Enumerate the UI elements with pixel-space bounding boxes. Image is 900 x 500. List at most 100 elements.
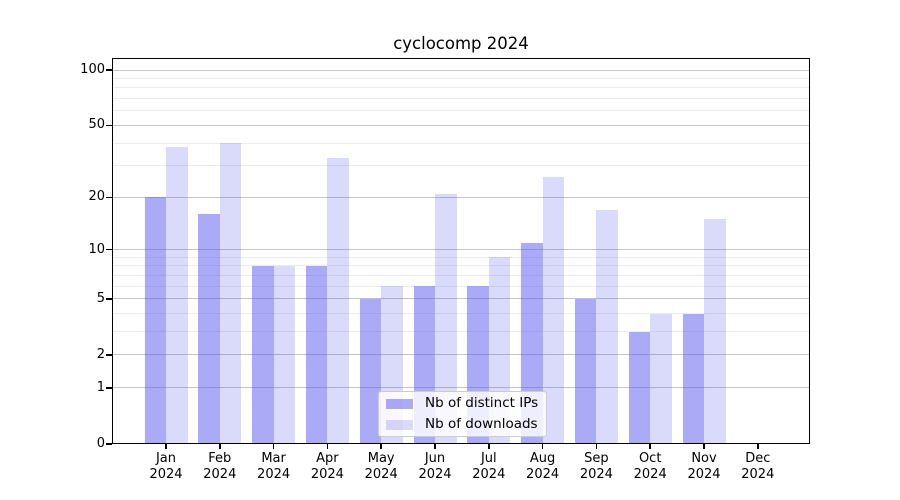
xtick-mark-feb [219,444,221,449]
gridline-major-20 [113,196,809,198]
ytick-mark-2 [106,354,112,356]
xtick-label-sep: Sep 2024 [566,451,626,482]
xtick-month-sep: Sep [584,451,609,466]
gridline-minor-4 [113,313,809,315]
xtick-mark-oct [649,444,651,449]
ytick-label-50: 50 [88,117,105,133]
xtick-mark-apr [326,444,329,449]
xtick-month-may: May [367,451,395,466]
xtick-label-may: May 2024 [351,451,411,482]
legend-label-downloads: Nb of downloads [425,416,538,432]
gridline-minor-30 [113,165,809,167]
xtick-year-jul: 2024 [472,466,506,482]
xtick-label-mar: Mar 2024 [244,451,304,482]
bar-downloads-aug [542,176,565,444]
xtick-month-jul: Jul [480,451,497,466]
xtick-mark-jan [165,444,167,449]
bar-ips-oct [628,331,651,444]
xtick-mark-sep [595,444,598,449]
xtick-mark-nov [703,444,705,449]
bar-ips-may [359,298,382,444]
gridline-major-1 [113,387,809,389]
bar-ips-jan [144,197,166,444]
ytick-label-100: 100 [80,62,105,77]
xtick-month-jan: Jan [155,451,177,466]
xtick-year-sep: 2024 [579,466,613,482]
bar-downloads-apr [327,158,349,444]
legend-swatch-distinct-ips [386,398,413,409]
xtick-label-apr: Apr 2024 [297,451,357,482]
xtick-year-feb: 2024 [203,466,237,482]
gridline-minor-9 [113,256,809,258]
chart-title: cyclocomp 2024 [393,34,529,53]
gridline-major-10 [113,249,809,251]
gridline-minor-7 [113,274,809,276]
legend-item-downloads: Nb of downloads [379,415,546,434]
xtick-mark-jun [434,444,436,449]
xtick-year-nov: 2024 [687,466,721,482]
xtick-year-jun: 2024 [418,466,452,482]
xtick-label-dec: Dec 2024 [728,451,788,482]
xtick-label-nov: Nov 2024 [674,451,734,482]
xtick-year-jan: 2024 [149,466,183,482]
bar-ips-sep [574,298,597,444]
legend-item-distinct-ips: Nb of distinct IPs [379,394,546,413]
xtick-label-feb: Feb 2024 [190,451,250,482]
ytick-label-10: 10 [88,241,105,257]
ytick-label-2: 2 [96,346,105,362]
bar-downloads-feb [219,143,242,444]
bar-downloads-jun [435,193,457,444]
ytick-label-5: 5 [96,290,105,306]
bar-ips-apr [305,265,328,444]
xtick-year-apr: 2024 [310,466,344,482]
xtick-mark-may [380,444,382,449]
bar-downloads-mar [273,265,296,444]
ytick-mark-10 [106,248,112,251]
xtick-year-may: 2024 [364,466,398,482]
ytick-mark-0 [106,443,112,445]
xtick-label-jun: Jun 2024 [405,451,465,482]
gridline-major-50 [113,124,809,126]
xtick-year-dec: 2024 [741,466,775,482]
xtick-label-jul: Jul 2024 [459,451,519,482]
legend-label-distinct-ips: Nb of distinct IPs [425,395,539,411]
xtick-mark-dec [757,444,759,449]
xtick-year-aug: 2024 [526,466,560,482]
gridline-minor-90 [113,77,809,79]
bar-downloads-sep [596,209,618,444]
xtick-label-aug: Aug 2024 [513,451,573,482]
ytick-mark-1 [106,387,112,389]
gridline-major-2 [113,354,809,356]
xtick-year-mar: 2024 [257,466,291,482]
xtick-month-jun: Jun [424,451,446,466]
xtick-month-apr: Apr [316,451,339,466]
xtick-month-oct: Oct [638,451,662,466]
bar-downloads-nov [704,219,726,444]
gridline-minor-70 [113,98,809,100]
ytick-label-1: 1 [96,379,105,395]
bar-ips-mar [252,265,274,444]
xtick-label-jan: Jan 2024 [136,451,196,482]
gridline-minor-60 [113,110,809,112]
gridline-minor-6 [113,285,809,287]
xtick-mark-mar [272,444,275,449]
ytick-mark-50 [106,124,112,127]
xtick-month-feb: Feb [208,451,232,466]
gridline-minor-3 [113,331,809,333]
bar-ips-feb [198,214,220,444]
gridline-minor-40 [113,142,809,144]
xtick-mark-jul [488,444,490,449]
xtick-month-mar: Mar [261,451,286,466]
xtick-label-oct: Oct 2024 [620,451,680,482]
gridline-minor-8 [113,265,809,267]
bar-downloads-oct [650,313,672,444]
ytick-mark-100 [106,69,112,71]
bar-ips-nov [682,313,704,444]
xtick-month-nov: Nov [691,451,717,466]
gridline-minor-80 [113,87,809,89]
ytick-mark-5 [106,298,112,300]
xtick-month-dec: Dec [745,451,771,466]
gridline-major-100 [113,69,809,71]
xtick-month-aug: Aug [529,451,556,466]
